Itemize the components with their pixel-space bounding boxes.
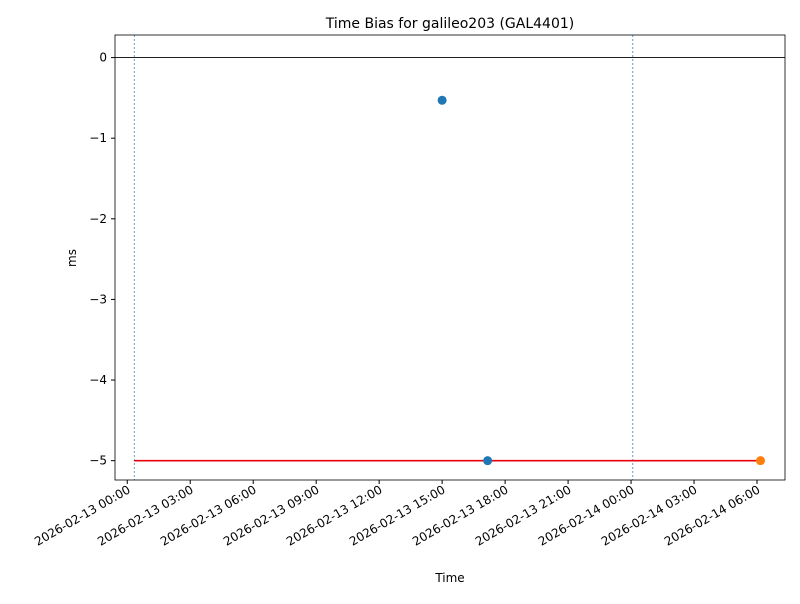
y-tick-label: −4 <box>89 373 107 387</box>
data-point <box>437 95 447 105</box>
chart-title: Time Bias for galileo203 (GAL4401) <box>325 16 575 32</box>
y-tick-label: 0 <box>99 51 107 65</box>
y-axis-label: ms <box>65 249 79 267</box>
plot-frame <box>114 34 786 481</box>
y-tick-label: −5 <box>89 454 107 468</box>
y-tick-label: −2 <box>89 212 107 226</box>
x-axis-label: Time <box>434 571 464 585</box>
data-point <box>756 456 766 466</box>
y-tick-label: −1 <box>89 131 107 145</box>
data-point <box>483 456 493 466</box>
y-tick-label: −3 <box>89 292 107 306</box>
